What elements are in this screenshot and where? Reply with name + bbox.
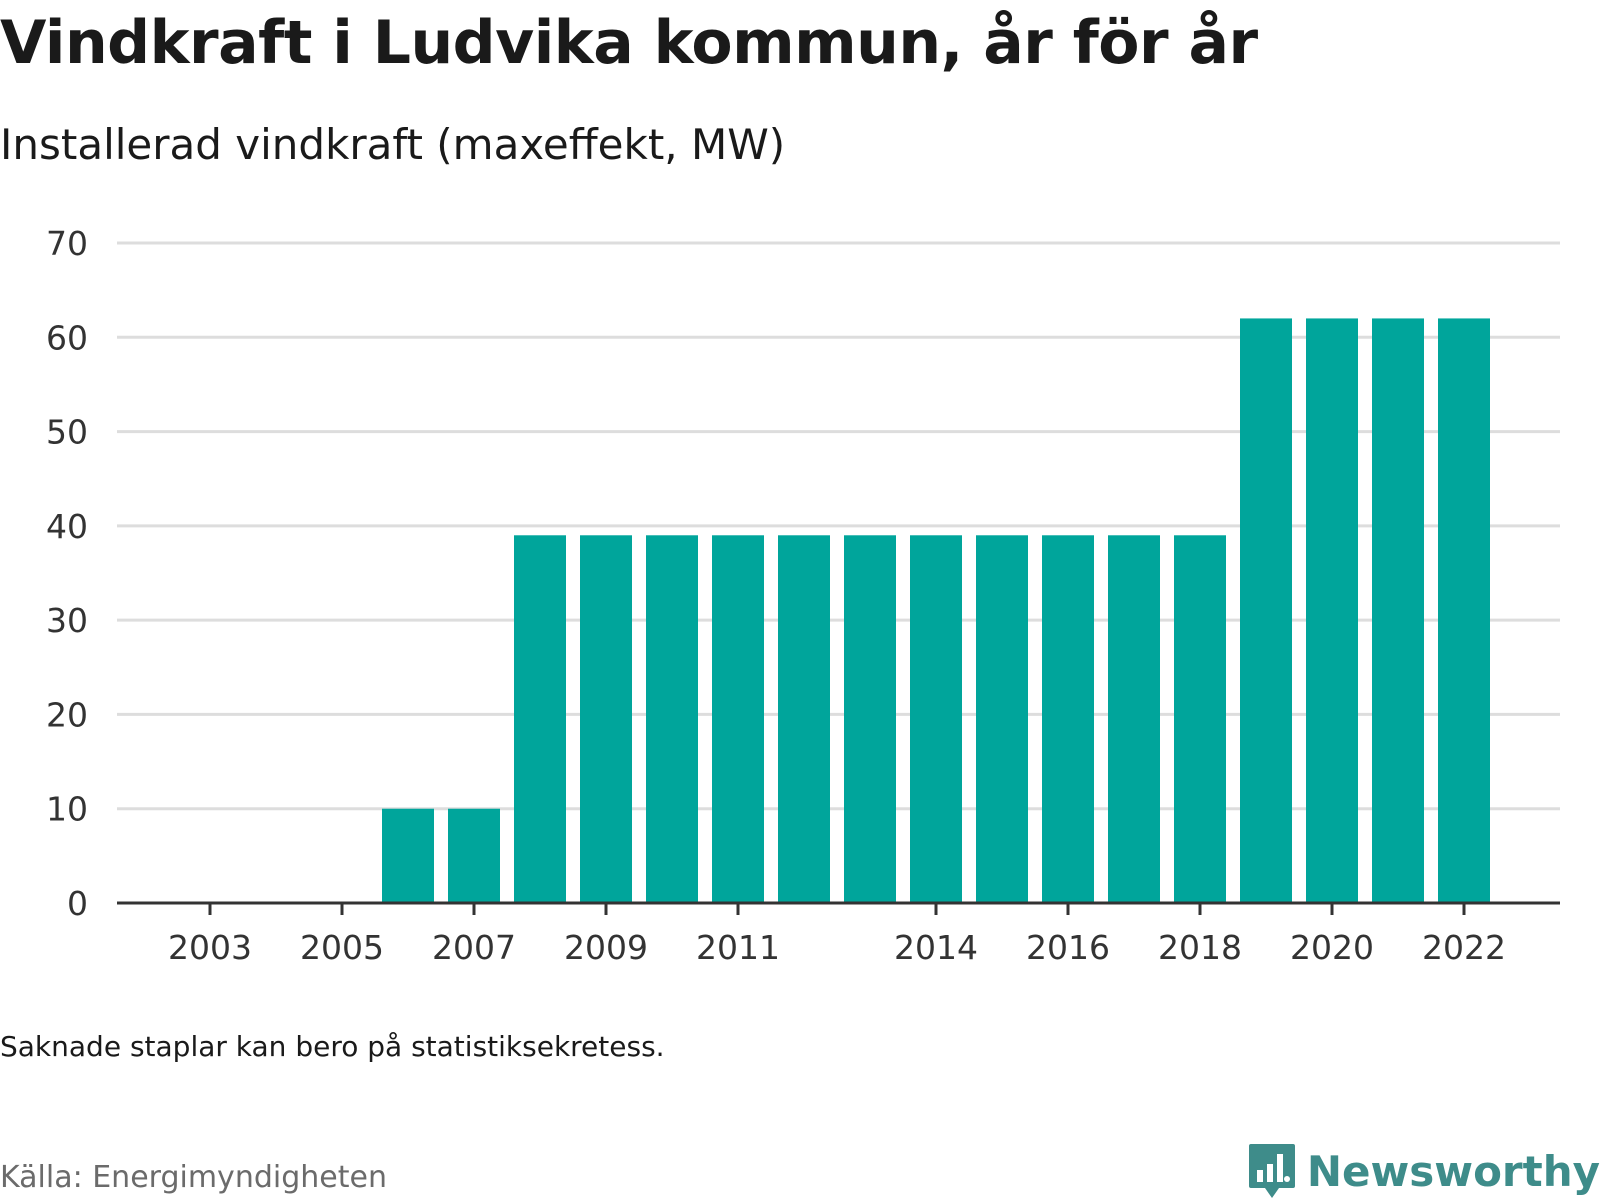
- y-tick-label: 10: [46, 790, 88, 829]
- bar-2016: [1042, 535, 1094, 903]
- brand-logo[interactable]: Newsworthy: [1247, 1142, 1600, 1200]
- source-label: Källa: Energimyndigheten: [0, 1160, 387, 1195]
- bar-2011: [712, 535, 764, 903]
- bar-chart-speech-bubble-icon: [1248, 1144, 1295, 1198]
- bar-2018: [1174, 535, 1226, 903]
- chart-title: Vindkraft i Ludvika kommun, år för år: [0, 8, 1258, 78]
- x-tick-label: 2022: [1422, 928, 1506, 967]
- y-tick-label: 70: [46, 224, 88, 263]
- x-tick-label: 2016: [1026, 928, 1110, 967]
- y-tick-label: 40: [46, 507, 88, 546]
- bar-2021: [1372, 318, 1424, 903]
- x-tick-label: 2009: [564, 928, 648, 967]
- bar-2010: [646, 535, 698, 903]
- chart-subtitle: Installerad vindkraft (maxeffekt, MW): [0, 120, 786, 169]
- x-tick-label: 2014: [894, 928, 978, 967]
- footnote: Saknade staplar kan bero på statistiksek…: [0, 1030, 665, 1063]
- bar-2020: [1306, 318, 1358, 903]
- y-tick-label: 20: [46, 695, 88, 734]
- bar-2009: [580, 535, 632, 903]
- bar-2013: [844, 535, 896, 903]
- x-tick-label: 2003: [168, 928, 252, 967]
- x-tick-label: 2005: [300, 928, 384, 967]
- brand-name: Newsworthy: [1306, 1146, 1600, 1196]
- x-tick-label: 2011: [696, 928, 780, 967]
- y-tick-label: 60: [46, 318, 88, 357]
- bar-2022: [1438, 318, 1490, 903]
- bar-2014: [910, 535, 962, 903]
- bar-2019: [1240, 318, 1292, 903]
- axes: 0 10 20 30 40 50 60 70 2003 2005 2007 2009 2011 2014 2…: [46, 224, 1560, 967]
- bar-chart: 0 10 20 30 40 50 60 70 2003 2005 2007 2009 2011 2014 2…: [46, 224, 1560, 967]
- y-tick-label: 50: [46, 413, 88, 452]
- bars: [382, 318, 1490, 903]
- bar-2017: [1108, 535, 1160, 903]
- y-tick-label: 0: [67, 884, 88, 923]
- bar-2006: [382, 808, 434, 903]
- bar-2015: [976, 535, 1028, 903]
- bar-2008: [514, 535, 566, 903]
- x-tick-label: 2020: [1290, 928, 1374, 967]
- bar-2007: [448, 808, 500, 903]
- bar-2012: [778, 535, 830, 903]
- grid-lines: [117, 241, 1560, 811]
- x-tick-label: 2007: [432, 928, 516, 967]
- y-tick-label: 30: [46, 601, 88, 640]
- x-tick-label: 2018: [1158, 928, 1242, 967]
